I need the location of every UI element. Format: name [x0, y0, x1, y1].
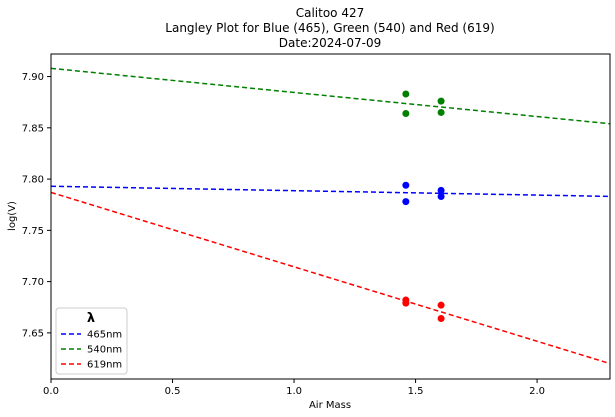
data-point-465nm [437, 186, 445, 194]
fit-lines [50, 67, 611, 365]
x-tick-label: 2.0 [529, 386, 545, 397]
y-tick-label: 7.80 [22, 175, 44, 186]
y-tick-label: 7.65 [22, 328, 44, 339]
data-point-465nm [437, 193, 445, 201]
legend: λ 465nm 540nm 619nm [55, 307, 128, 375]
y-axis-label: log(V) [7, 201, 18, 231]
fit-line-465nm [50, 185, 611, 198]
x-axis-label: Air Mass [309, 400, 351, 411]
title-line-1: Calitoo 427 [296, 6, 365, 20]
legend-label-465nm: 465nm [87, 330, 122, 341]
legend-entries: 465nm 540nm 619nm [61, 330, 122, 371]
y-tick-label: 7.75 [22, 226, 44, 237]
y-tick-label: 7.85 [22, 123, 44, 134]
legend-label-540nm: 540nm [87, 345, 122, 356]
data-points [402, 90, 445, 323]
data-point-465nm [402, 198, 410, 206]
data-point-540nm [437, 97, 445, 105]
x-axis-ticks: 0.0 0.5 1.0 1.5 2.0 [43, 379, 545, 397]
y-axis-ticks: 7.65 7.70 7.75 7.80 7.85 7.90 [22, 72, 51, 339]
data-point-619nm [437, 315, 445, 323]
data-point-540nm [402, 90, 410, 98]
data-point-619nm [402, 299, 410, 307]
title-line-2: Langley Plot for Blue (465), Green (540)… [165, 21, 494, 35]
data-point-619nm [437, 301, 445, 309]
data-point-540nm [402, 109, 410, 117]
x-tick-label: 0.5 [165, 386, 181, 397]
data-point-465nm [402, 181, 410, 189]
legend-label-619nm: 619nm [87, 360, 122, 371]
plot-frame [50, 53, 611, 380]
x-tick-label: 1.5 [408, 386, 424, 397]
fit-line-619nm [50, 191, 611, 365]
title-line-3: Date:2024-07-09 [279, 36, 381, 50]
x-tick-label: 1.0 [286, 386, 302, 397]
y-tick-label: 7.90 [22, 72, 44, 83]
legend-box [55, 307, 128, 375]
legend-title: λ [87, 311, 95, 326]
y-tick-label: 7.70 [22, 277, 44, 288]
chart-title: Calitoo 427 Langley Plot for Blue (465),… [165, 6, 494, 50]
fit-line-540nm [50, 67, 611, 125]
data-point-540nm [437, 108, 445, 116]
x-tick-label: 0.0 [43, 386, 59, 397]
